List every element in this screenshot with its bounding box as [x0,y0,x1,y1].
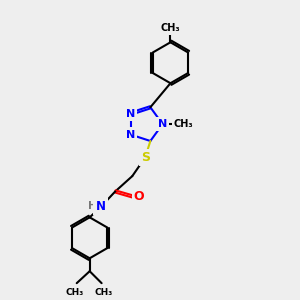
Text: CH₃: CH₃ [160,22,180,33]
Text: H: H [88,201,97,211]
Text: N: N [96,200,106,213]
Text: CH₃: CH₃ [66,288,84,297]
Text: S: S [141,151,150,164]
Text: N: N [126,109,135,119]
Text: N: N [126,130,135,140]
Text: CH₃: CH₃ [94,288,112,297]
Text: O: O [134,190,144,203]
Text: N: N [158,119,167,129]
Text: CH₃: CH₃ [174,119,194,129]
